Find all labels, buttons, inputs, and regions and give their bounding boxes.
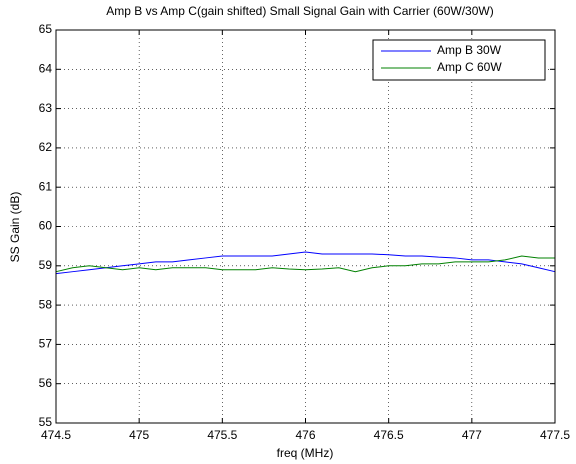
x-tick-label: 476	[295, 428, 315, 442]
y-tick-label: 61	[39, 179, 53, 193]
x-tick-label: 474.5	[41, 428, 71, 442]
y-tick-label: 65	[39, 22, 53, 36]
y-tick-label: 62	[39, 140, 53, 154]
y-tick-label: 63	[39, 101, 53, 115]
legend-label: Amp C 60W	[437, 60, 502, 74]
series-line	[55, 255, 555, 273]
y-tick-label: 55	[39, 415, 53, 429]
x-tick-label: 475.5	[207, 428, 237, 442]
x-tick-label: 477	[462, 428, 482, 442]
legend-box	[372, 39, 546, 81]
x-axis-label: freq (MHz)	[277, 446, 334, 460]
y-tick-label: 60	[39, 219, 53, 233]
y-tick-label: 59	[39, 258, 53, 272]
y-tick-label: 58	[39, 297, 53, 311]
x-tick-label: 476.5	[374, 428, 404, 442]
series-line	[55, 251, 556, 275]
chart-title: Amp B vs Amp C(gain shifted) Small Signa…	[106, 4, 493, 18]
y-tick-label: 64	[39, 61, 53, 75]
x-tick-label: 475	[129, 428, 149, 442]
axes-box	[55, 29, 556, 424]
x-tick-label: 477.5	[540, 428, 570, 442]
y-tick-label: 56	[39, 376, 53, 390]
y-tick-label: 57	[39, 337, 53, 351]
y-axis-label: SS Gain (dB)	[8, 192, 22, 263]
legend-label: Amp B 30W	[437, 43, 502, 57]
